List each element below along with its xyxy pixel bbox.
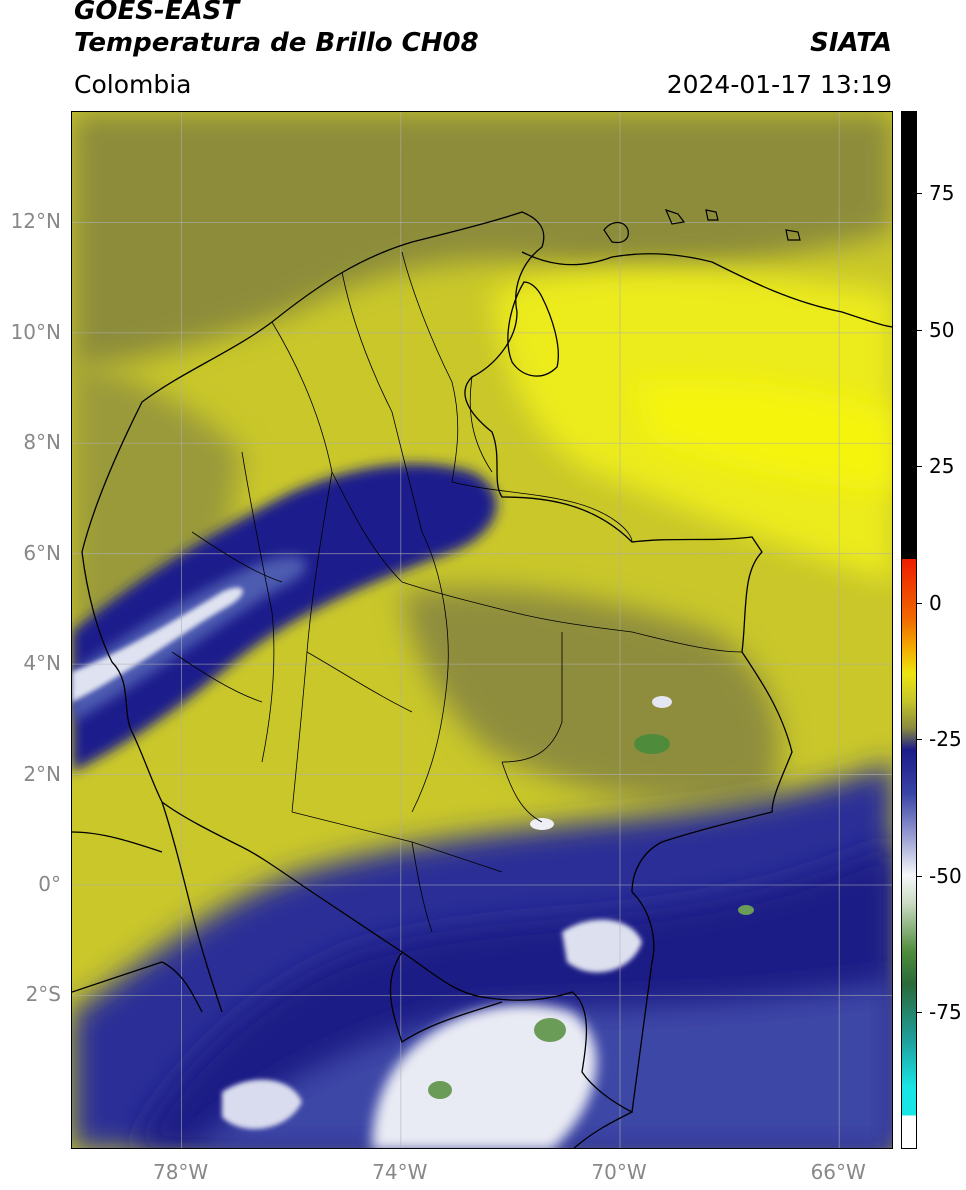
colorbar-tick [917, 1012, 922, 1014]
satellite-map[interactable] [71, 111, 893, 1149]
lon-tick-label: 66°W [810, 1160, 866, 1184]
department-borders [171, 251, 743, 933]
lat-tick-label: 12°N [10, 209, 61, 234]
colorbar-tick-label: -25 [929, 727, 962, 752]
lon-tick-label: 74°W [372, 1160, 428, 1184]
lat-tick-label: 4°N [23, 651, 61, 676]
temperature-colorbar [901, 111, 917, 1149]
colorbar-tick [917, 739, 922, 741]
lat-tick-label: 6°N [23, 540, 61, 565]
lon-tick-label: 70°W [591, 1160, 647, 1184]
lat-tick-label: 2°N [23, 761, 61, 786]
colorbar-tick [917, 329, 922, 331]
lat-tick-label: 2°S [25, 982, 61, 1007]
timestamp-label: 2024-01-17 13:19 [666, 70, 892, 99]
lat-tick-label: 8°N [23, 430, 61, 455]
colorbar-tick [917, 192, 922, 194]
brand-label: SIATA [810, 28, 892, 58]
colorbar-tick [917, 466, 922, 468]
country-borders [72, 211, 892, 1148]
colorbar-tick-label: 25 [929, 454, 955, 479]
lon-tick-label: 78°W [152, 1160, 209, 1184]
colorbar-tick-label: -75 [929, 1000, 962, 1025]
colorbar-tick-label: -50 [929, 863, 962, 888]
coast-islands [603, 209, 801, 244]
colorbar-tick-label: 0 [929, 590, 942, 615]
satellite-title: GOES-EAST [74, 0, 240, 26]
colorbar-tick [917, 602, 922, 604]
colorbar-tick-label: 75 [929, 180, 955, 205]
lat-tick-label: 0° [38, 871, 61, 896]
product-title: Temperatura de Brillo CH08 [74, 28, 479, 58]
lat-tick-label: 10°N [10, 319, 61, 344]
brightness-temperature-field [72, 112, 892, 1148]
region-label: Colombia [74, 70, 192, 99]
graticule-grid [72, 112, 892, 1148]
colorbar-tick [917, 875, 922, 877]
colorbar-tick-label: 50 [929, 317, 955, 342]
